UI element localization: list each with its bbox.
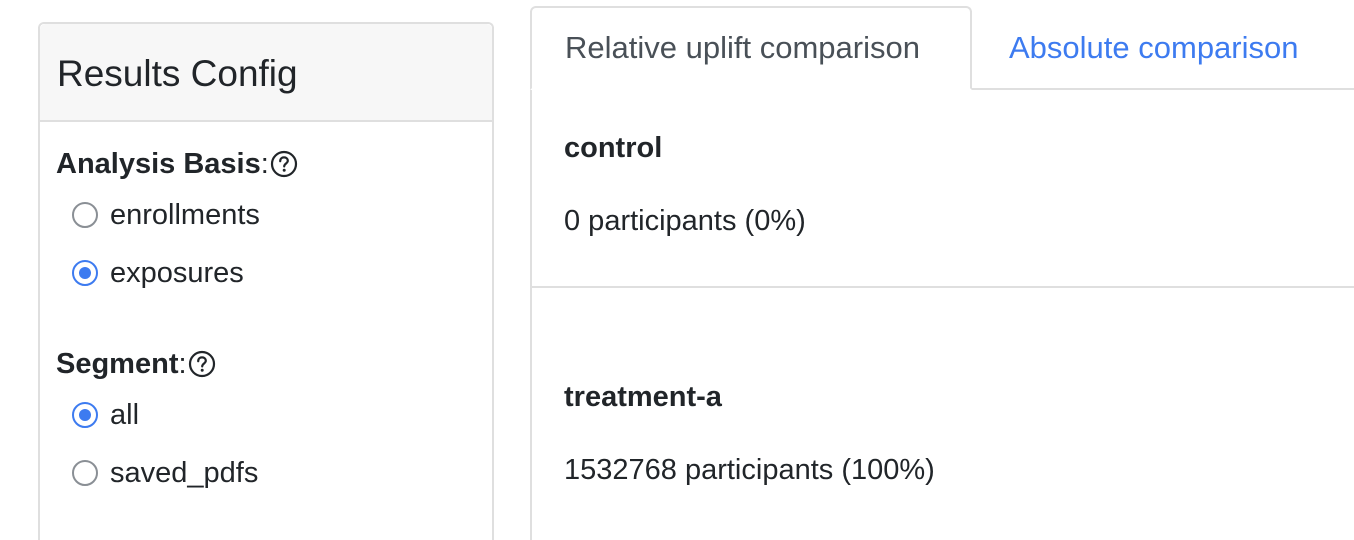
- results-config-header: Results Config: [40, 24, 492, 122]
- branch-summaries: control 0 participants (0%) treatment-a …: [530, 90, 1354, 540]
- branch-treatment-a-panel: treatment-a 1532768 participants (100%): [530, 288, 1354, 540]
- branch-control-panel: control 0 participants (0%): [530, 90, 1354, 288]
- branch-participants-control: 0 participants (0%): [564, 205, 806, 237]
- branch-participants-treatment-a: 1532768 participants (100%): [564, 454, 935, 486]
- segment-label: Segment:: [56, 344, 492, 384]
- segment-colon: :: [178, 347, 187, 380]
- radio-label-all[interactable]: all: [110, 398, 140, 431]
- analysis-basis-colon: :: [260, 147, 269, 180]
- radio-enrollments-unchecked[interactable]: [72, 202, 98, 228]
- radio-option-exposures[interactable]: exposures: [56, 244, 492, 302]
- branch-name-control: control: [564, 132, 663, 164]
- radio-exposures-checked[interactable]: [72, 260, 98, 286]
- question-circle-icon[interactable]: [270, 150, 298, 178]
- results-config-card: Results Config Analysis Basis: enrollmen…: [38, 22, 494, 540]
- branch-name-treatment-a: treatment-a: [564, 381, 722, 413]
- radio-option-enrollments[interactable]: enrollments: [56, 186, 492, 244]
- analysis-basis-label: Analysis Basis:: [56, 144, 492, 184]
- radio-all-checked[interactable]: [72, 402, 98, 428]
- tab-absolute-comparison[interactable]: Absolute comparison: [1009, 30, 1299, 65]
- comparison-tabs: Relative uplift comparison Absolute comp…: [530, 6, 1354, 90]
- radio-label-exposures[interactable]: exposures: [110, 256, 244, 289]
- analysis-basis-label-text: Analysis Basis: [56, 147, 261, 180]
- tab-relative-uplift-comparison[interactable]: Relative uplift comparison: [530, 6, 972, 90]
- radio-option-saved-pdfs[interactable]: saved_pdfs: [56, 444, 492, 502]
- radio-saved-pdfs-unchecked[interactable]: [72, 460, 98, 486]
- results-config-body: Analysis Basis: enrollments exposures: [40, 144, 492, 502]
- results-config-title: Results Config: [57, 53, 298, 94]
- radio-option-all[interactable]: all: [56, 386, 492, 444]
- question-circle-icon[interactable]: [188, 350, 216, 378]
- radio-label-saved-pdfs[interactable]: saved_pdfs: [110, 456, 259, 489]
- radio-label-enrollments[interactable]: enrollments: [110, 198, 260, 231]
- segment-label-text: Segment: [56, 347, 179, 380]
